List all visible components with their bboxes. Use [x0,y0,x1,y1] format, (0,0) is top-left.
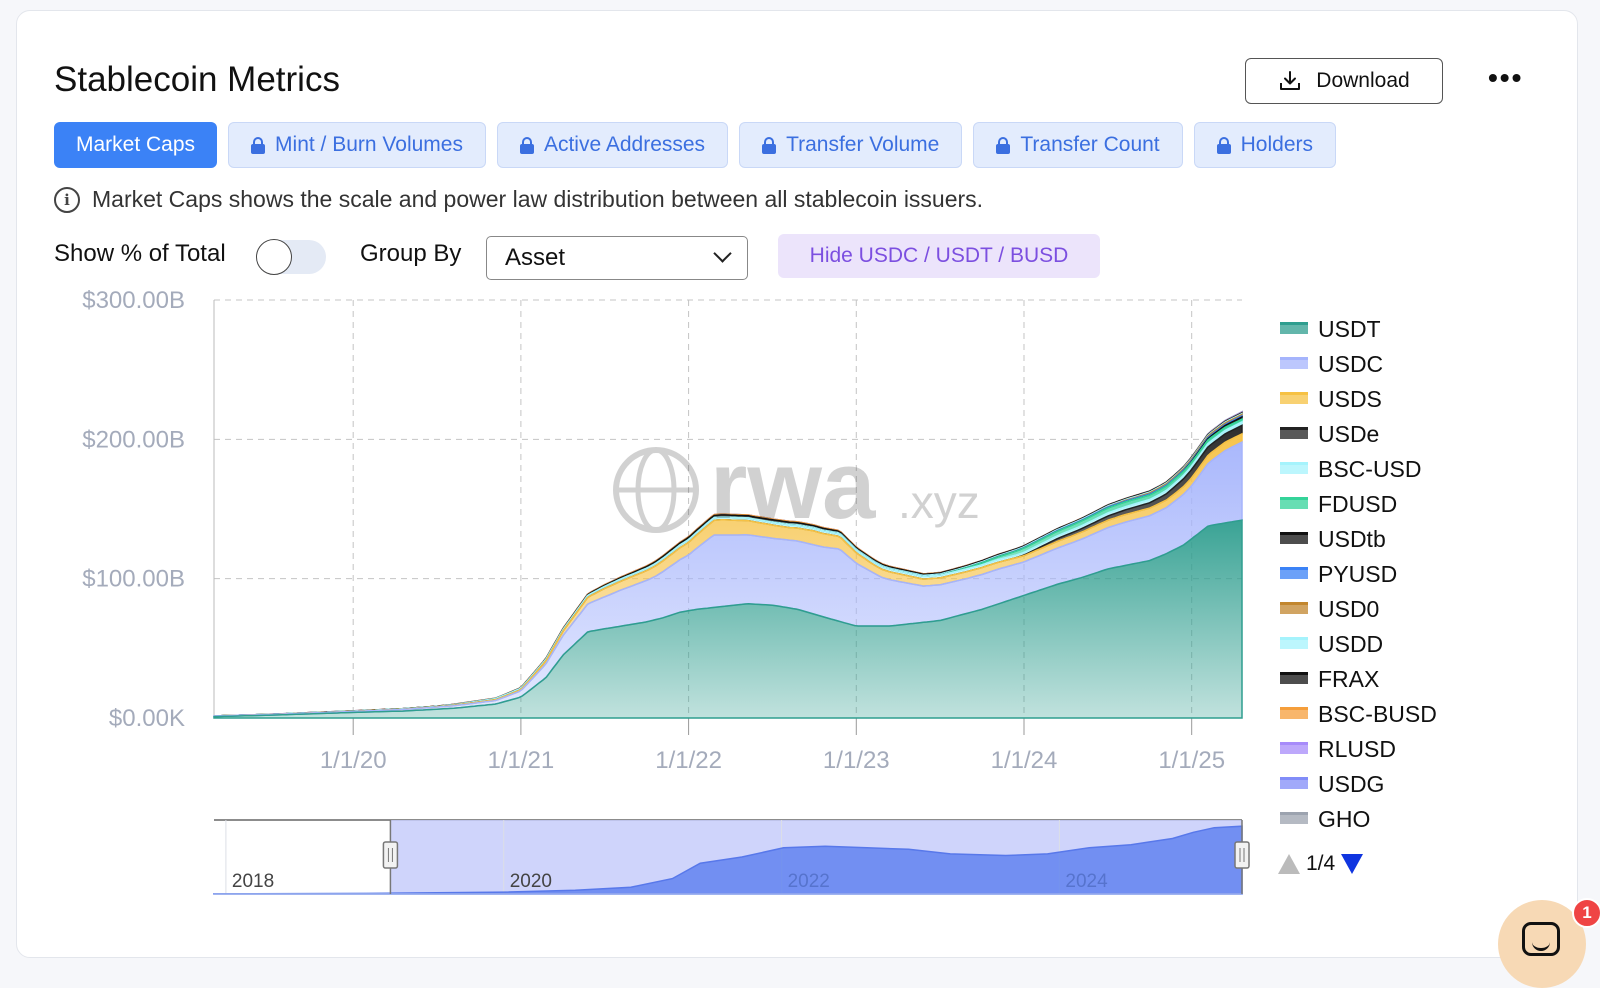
tab-market-caps[interactable]: Market Caps [54,122,218,168]
chevron-down-icon [713,244,732,263]
legend-pager: 1/4 [1278,852,1364,876]
toggle-knob [256,239,292,275]
lock-icon [996,137,1011,154]
tab-label: Mint / Burn Volumes [275,133,463,156]
info-icon: i [54,186,80,213]
tab-label: Transfer Count [1020,133,1160,156]
metric-tabs: Market Caps Mint / Burn Volumes Active A… [54,122,1337,168]
tab-holders[interactable]: Holders [1193,122,1337,168]
more-options-button[interactable]: ••• [1488,62,1524,93]
group-by-value: Asset [505,244,566,271]
tab-label: Market Caps [76,133,196,156]
tab-mint-burn-volumes[interactable]: Mint / Burn Volumes [228,122,486,168]
lock-icon [519,137,534,154]
legend-page-text: 1/4 [1306,852,1336,875]
tab-label: Active Addresses [543,133,706,156]
show-pct-label: Show % of Total [54,240,226,267]
info-text: Market Caps shows the scale and power la… [92,186,984,212]
chat-icon [1522,922,1560,956]
tab-active-addresses[interactable]: Active Addresses [496,122,729,168]
info-note: i Market Caps shows the scale and power … [54,186,983,213]
group-by-label: Group By [360,240,462,267]
download-label: Download [1316,69,1410,92]
legend-next-icon[interactable] [1341,854,1364,874]
group-by-select[interactable]: Asset [486,236,748,280]
tab-label: Transfer Volume [786,133,940,156]
tab-transfer-volume[interactable]: Transfer Volume [739,122,963,168]
lock-icon [251,137,266,154]
lock-icon [1216,137,1231,154]
page-title: Stablecoin Metrics [54,60,340,99]
legend-prev-icon[interactable] [1278,854,1300,874]
notification-badge: 1 [1572,898,1600,928]
download-button[interactable]: Download [1245,58,1443,104]
download-icon [1280,71,1301,90]
tab-label: Holders [1240,133,1314,156]
show-pct-toggle[interactable] [256,239,326,275]
hide-major-stablecoins-button[interactable]: Hide USDC / USDT / BUSD [778,234,1100,278]
lock-icon [762,137,777,154]
tab-transfer-count[interactable]: Transfer Count [973,122,1183,168]
